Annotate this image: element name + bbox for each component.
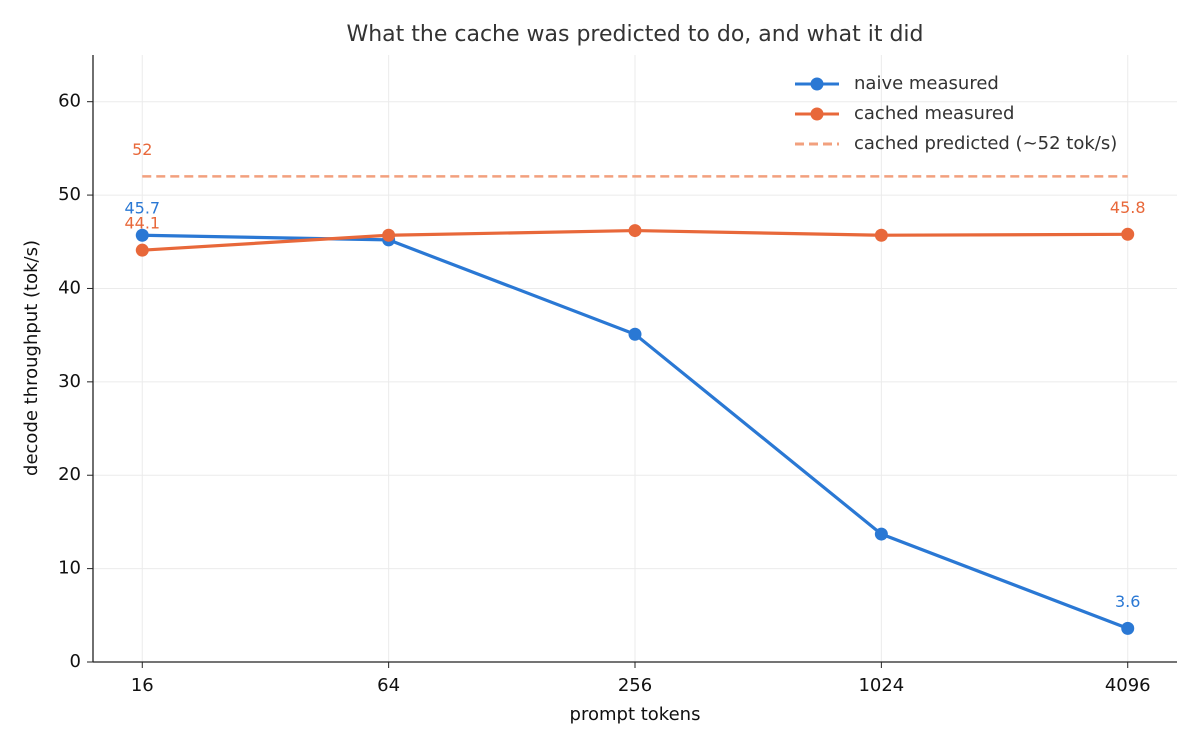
y-tick-label: 30 [58, 371, 81, 392]
x-tick-label: 256 [618, 675, 652, 696]
y-tick-label: 10 [58, 558, 81, 579]
legend-label: cached measured [854, 103, 1014, 124]
data-point [874, 527, 888, 541]
x-tick-label: 1024 [858, 675, 904, 696]
data-label: 44.1 [124, 214, 160, 233]
x-tick-label: 4096 [1105, 675, 1151, 696]
legend-marker [810, 77, 824, 91]
y-tick-label: 0 [70, 651, 81, 672]
x-axis-label: prompt tokens [570, 704, 701, 725]
data-label: 52 [132, 140, 152, 159]
data-point [874, 228, 888, 242]
x-tick-label: 16 [131, 675, 154, 696]
legend-label: naive measured [854, 73, 999, 94]
data-label: 3.6 [1115, 592, 1140, 611]
legend: naive measured cached measured cached pred… [795, 73, 1117, 154]
legend-label: cached predicted (~52 tok/s) [854, 133, 1117, 154]
grid [93, 55, 1177, 663]
data-point [382, 228, 396, 242]
data-point [135, 228, 149, 242]
chart-title: What the cache was predicted to do, and … [346, 22, 923, 47]
data-label: 45.7 [124, 199, 160, 218]
y-tick-label: 40 [58, 277, 81, 298]
data-point [1121, 621, 1135, 635]
data-point [1121, 227, 1135, 241]
legend-marker [810, 107, 824, 121]
y-axis-label: decode throughput (tok/s) [21, 240, 42, 476]
data-point [628, 327, 642, 341]
y-tick-label: 50 [58, 184, 81, 205]
plot: 45.7 3.6 44.1 45.8 52 [124, 140, 1146, 635]
data-label: 45.8 [1110, 198, 1146, 217]
y-tick-label: 20 [58, 464, 81, 485]
y-tick-label: 60 [58, 91, 81, 112]
data-point [628, 224, 642, 238]
x-tick-label: 64 [377, 675, 400, 696]
data-point [135, 243, 149, 257]
